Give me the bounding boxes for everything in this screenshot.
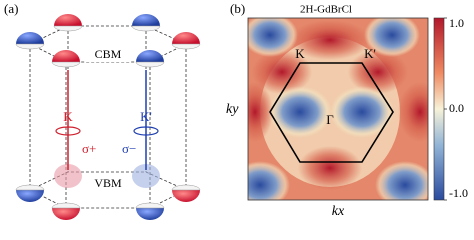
colorbar-tick-label: 1.0: [449, 16, 464, 30]
colorbar-tick-label: 0.0: [449, 101, 464, 115]
k-prime-label: K': [140, 109, 152, 124]
sigma-plus: σ+: [82, 141, 96, 156]
cbm-label: CBM: [95, 47, 122, 61]
y-label: ky: [226, 102, 239, 117]
colorbar-tick-label: -1.0: [449, 186, 468, 200]
gamma-point: Γ: [326, 112, 334, 127]
x-label-text: kx: [332, 204, 345, 219]
k-prime-point: K': [364, 46, 376, 61]
x-label: kx: [332, 204, 345, 219]
y-label-text: ky: [226, 102, 239, 117]
map-title: 2H-GdBrCl: [300, 4, 352, 16]
sigma-minus: σ−: [122, 141, 136, 156]
panel-label: (a): [4, 1, 18, 16]
figure: (a) CBM VBM K K' σ+ σ− (b) 2H-GdBrCl K K…: [4, 1, 468, 220]
vbm-label: VBM: [94, 176, 122, 190]
colorbar: [433, 17, 445, 201]
panel-label: (b): [230, 1, 245, 16]
heatmap: [248, 18, 428, 200]
cbm-bg: [86, 46, 130, 62]
k-label: K: [63, 109, 73, 124]
hemispheres: [15, 14, 201, 220]
colorbar-ticks: 1.0 0.0 -1.0: [444, 16, 468, 201]
k-circular: [55, 126, 81, 136]
vbm-bg: [86, 176, 130, 192]
k-point: K: [295, 46, 305, 61]
brillouin-zone: [269, 62, 394, 163]
map-frame: [247, 17, 429, 201]
kp-circular: [133, 126, 159, 136]
